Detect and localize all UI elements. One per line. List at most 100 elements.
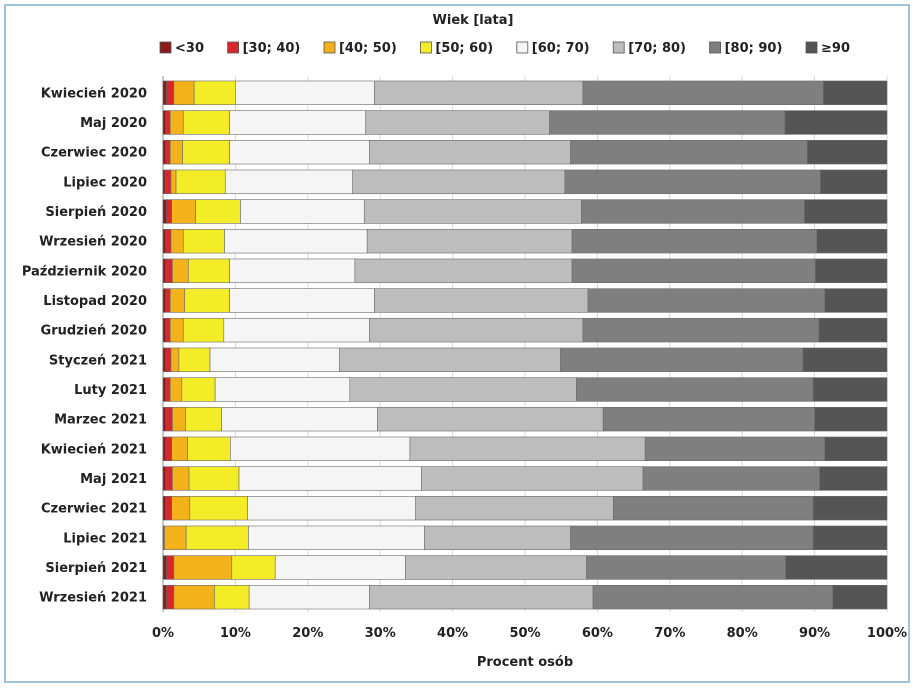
bar-wrzesie-2021-s4 [248, 584, 370, 610]
bar-kwiecie-2021-s0 [162, 436, 167, 462]
category-label: Kwiecień 2020 [41, 86, 147, 101]
bar-czerwiec-2021-s4 [247, 495, 416, 521]
category-label: Marzec 2021 [54, 413, 147, 428]
bar-wrzesie-2020-s4 [224, 229, 368, 254]
bar-pa-dziernik-2020-s4 [229, 258, 356, 284]
bar-sierpie-2021-s7 [785, 555, 888, 580]
bar-pa-dziernik-2020-s1 [165, 258, 173, 284]
x-tick-label: 80% [727, 626, 758, 641]
bars [162, 80, 888, 610]
bar-czerwiec-2021-s0 [162, 495, 167, 521]
bar-kwiecie-2021-s6 [644, 436, 826, 462]
bar-maj-2020-s2 [169, 110, 184, 135]
bar-marzec-2021-s6 [602, 406, 815, 432]
legend-label-0: <30 [175, 41, 204, 56]
bar-pa-dziernik-2020-s0 [162, 258, 167, 284]
bar-czerwiec-2021-s7 [812, 495, 888, 521]
bar-listopad-2020-s2 [169, 288, 186, 313]
bar-lipiec-2020-s5 [352, 169, 566, 194]
x-tick-label: 100% [867, 626, 907, 641]
x-tick-label: 40% [437, 626, 468, 641]
bar-kwiecie-2020-s6 [582, 80, 824, 106]
bar-wrzesie-2021-s6 [592, 584, 834, 610]
bar-wrzesie-2021-s2 [173, 584, 215, 610]
category-label: Lipiec 2020 [63, 175, 147, 190]
x-tick-label: 50% [509, 626, 540, 641]
bar-marzec-2021-s7 [814, 406, 888, 432]
bar-marzec-2021-s4 [221, 406, 378, 432]
bar-marzec-2021-s5 [377, 406, 604, 432]
category-label: Grudzień 2020 [41, 324, 147, 339]
bar-grudzie-2020-s0 [162, 317, 167, 343]
bar-wrzesie-2021-s3 [214, 584, 250, 610]
bar-lipiec-2021-s7 [812, 525, 888, 551]
category-label: Listopad 2020 [43, 294, 147, 309]
legend-swatch-2 [323, 41, 336, 54]
legend-label-5: [70; 80) [628, 41, 686, 56]
bar-stycze-2021-s7 [802, 347, 888, 373]
bar-sierpie-2021-s1 [166, 555, 175, 580]
bar-sierpie-2021-s0 [162, 555, 167, 580]
category-label: Luty 2021 [74, 383, 147, 398]
bar-maj-2021-s4 [238, 466, 422, 491]
bar-kwiecie-2020-s0 [162, 80, 167, 106]
bar-listopad-2020-s4 [229, 288, 375, 313]
bar-listopad-2020-s7 [824, 288, 888, 313]
bar-kwiecie-2021-s5 [409, 436, 646, 462]
bar-czerwiec-2021-s5 [415, 495, 614, 521]
bar-sierpie-2020-s5 [363, 199, 582, 224]
bar-stycze-2021-s3 [178, 347, 211, 373]
bar-maj-2020-s7 [784, 110, 888, 135]
bar-marzec-2021-s1 [165, 406, 173, 432]
bar-kwiecie-2021-s3 [187, 436, 231, 462]
category-label: Styczeń 2021 [49, 353, 147, 368]
bar-luty-2021-s0 [162, 377, 167, 402]
bar-sierpie-2020-s4 [240, 199, 365, 224]
category-label: Wrzesień 2021 [39, 591, 147, 606]
category-label: Październik 2020 [22, 264, 147, 279]
bar-czerwiec-2021-s6 [613, 495, 814, 521]
bar-maj-2021-s5 [421, 466, 644, 491]
bar-pa-dziernik-2020-s5 [354, 258, 573, 284]
bar-marzec-2021-s2 [172, 406, 186, 432]
bar-grudzie-2020-s1 [165, 317, 171, 343]
category-label: Czerwiec 2020 [41, 146, 147, 161]
bar-wrzesie-2020-s2 [170, 229, 184, 254]
bar-maj-2021-s6 [642, 466, 820, 491]
bar-lipiec-2020-s4 [224, 169, 353, 194]
bar-stycze-2021-s0 [162, 347, 167, 373]
bar-grudzie-2020-s7 [818, 317, 888, 343]
bar-stycze-2021-s1 [165, 347, 172, 373]
bar-kwiecie-2020-s4 [235, 80, 375, 106]
category-label: Lipiec 2021 [63, 531, 147, 546]
bar-maj-2020-s0 [162, 110, 167, 135]
legend-label-7: ≥90 [821, 41, 850, 56]
bar-czerwiec-2021-s3 [189, 495, 249, 521]
x-tick-label: 10% [220, 626, 251, 641]
bar-pa-dziernik-2020-s6 [571, 258, 816, 284]
bar-pa-dziernik-2020-s2 [172, 258, 189, 284]
bar-czerwiec-2020-s6 [570, 140, 808, 165]
legend-swatch-6 [709, 41, 722, 54]
category-label: Wrzesień 2020 [39, 235, 147, 250]
bar-wrzesie-2021-s5 [369, 584, 594, 610]
bar-czerwiec-2020-s0 [162, 140, 167, 165]
bar-luty-2021-s3 [181, 377, 216, 402]
legend-label-1: [30; 40) [243, 41, 301, 56]
bar-wrzesie-2020-s0 [162, 229, 167, 254]
bar-grudzie-2020-s2 [169, 317, 184, 343]
legend-label-2: [40; 50) [339, 41, 397, 56]
bar-marzec-2021-s3 [185, 406, 222, 432]
bar-luty-2021-s4 [214, 377, 351, 402]
category-label: Sierpień 2020 [45, 205, 147, 220]
bar-sierpie-2020-s3 [195, 199, 241, 224]
bar-sierpie-2021-s4 [274, 555, 406, 580]
bar-wrzesie-2021-s7 [832, 584, 888, 610]
legend: <30 [30; 40) [40; 50) [50; 60) [60; 70) [70; … [159, 41, 850, 56]
x-axis-label: Procent osób [477, 655, 573, 670]
bar-luty-2021-s2 [169, 377, 183, 402]
bar-kwiecie-2020-s3 [193, 80, 236, 106]
bar-kwiecie-2020-s5 [374, 80, 584, 106]
bar-lipiec-2020-s7 [820, 169, 888, 194]
bar-lipiec-2020-s3 [175, 169, 226, 194]
